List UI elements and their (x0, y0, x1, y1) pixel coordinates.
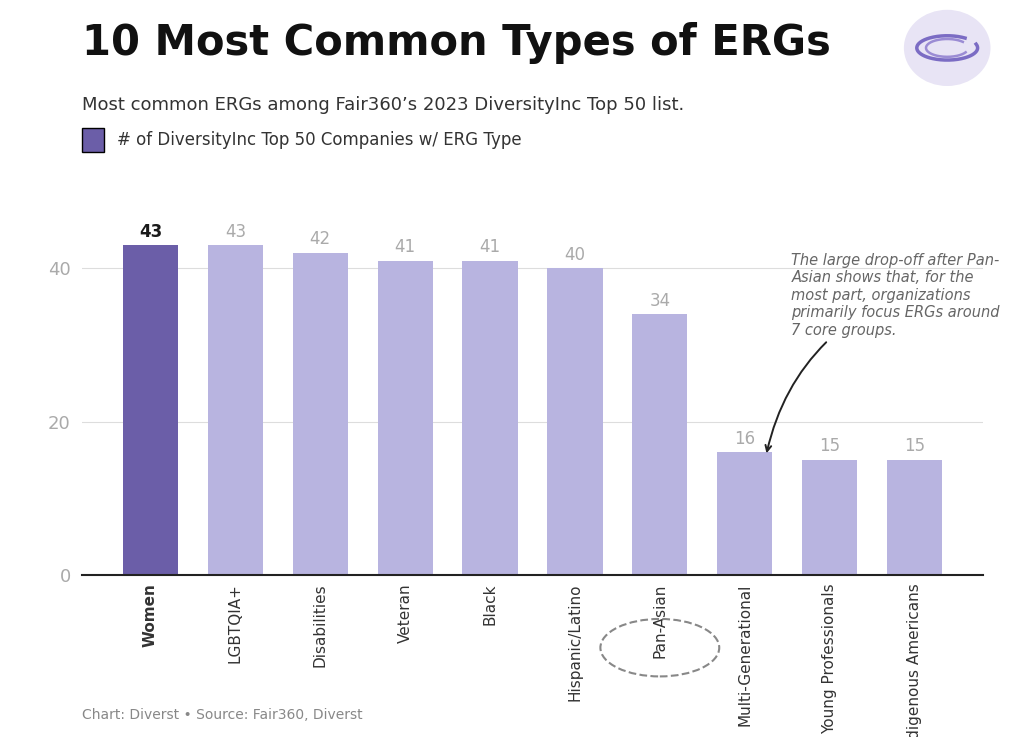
Bar (463, 261, 517, 575)
Text: 42: 42 (309, 231, 331, 248)
Text: 34: 34 (649, 292, 671, 310)
Bar (293, 253, 348, 575)
Bar (717, 453, 772, 575)
Text: 15: 15 (904, 437, 925, 455)
Text: # of DiversityInc Top 50 Companies w/ ERG Type: # of DiversityInc Top 50 Companies w/ ER… (117, 131, 521, 149)
Text: 41: 41 (394, 238, 416, 256)
Bar (632, 314, 687, 575)
Text: 16: 16 (734, 430, 756, 447)
Text: 43: 43 (225, 223, 246, 241)
Bar (548, 268, 602, 575)
Bar (208, 245, 263, 575)
Text: Chart: Diverst • Source: Fair360, Diverst: Chart: Diverst • Source: Fair360, Divers… (82, 708, 362, 722)
Bar (802, 460, 857, 575)
Text: 41: 41 (479, 238, 501, 256)
Bar (378, 261, 433, 575)
Text: Most common ERGs among Fair360’s 2023 DiversityInc Top 50 list.: Most common ERGs among Fair360’s 2023 Di… (82, 96, 684, 113)
Text: 10 Most Common Types of ERGs: 10 Most Common Types of ERGs (82, 22, 830, 64)
Text: 40: 40 (564, 245, 586, 264)
Text: The large drop-off after Pan-
Asian shows that, for the
most part, organizations: The large drop-off after Pan- Asian show… (766, 253, 999, 451)
Bar (123, 245, 178, 575)
Circle shape (904, 10, 990, 86)
Text: 43: 43 (139, 223, 162, 241)
Text: 15: 15 (819, 437, 840, 455)
Bar (887, 460, 942, 575)
